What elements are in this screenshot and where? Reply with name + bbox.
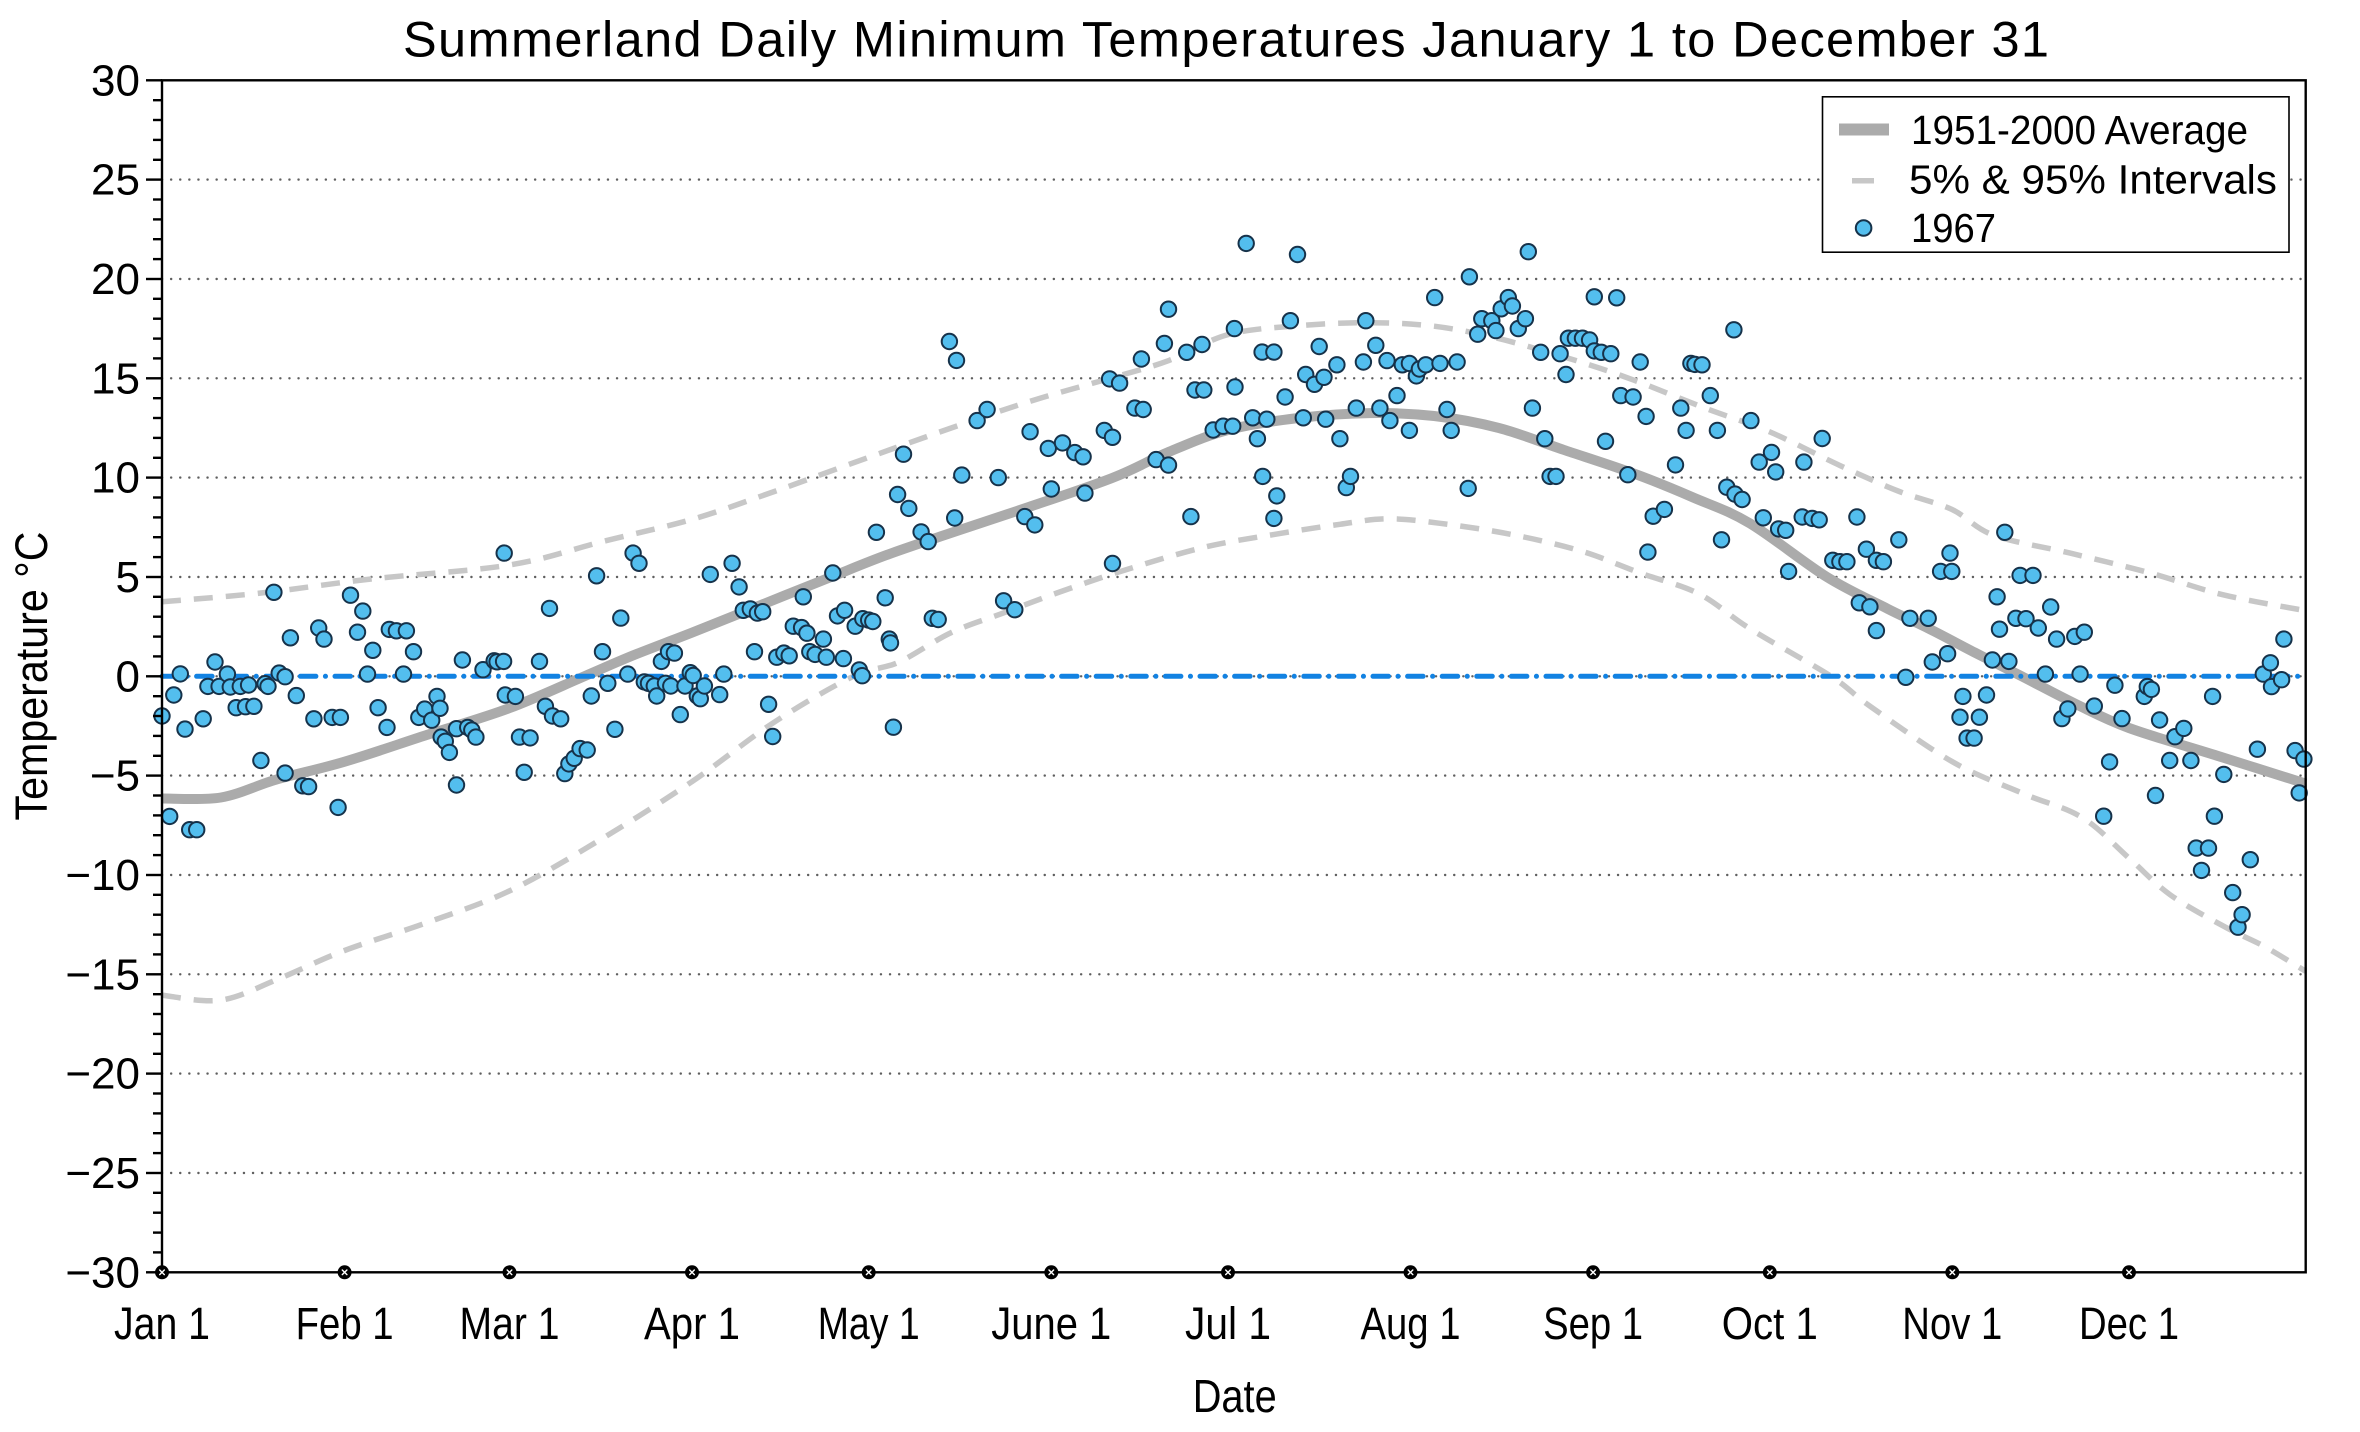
svg-text:Oct 1: Oct 1 (1722, 1298, 1818, 1349)
svg-text:Date: Date (1193, 1370, 1277, 1422)
svg-text:15: 15 (91, 354, 140, 403)
svg-text:Jul 1: Jul 1 (1185, 1298, 1271, 1349)
svg-text:30: 30 (91, 56, 140, 105)
svg-text:20: 20 (91, 255, 140, 304)
svg-text:Aug 1: Aug 1 (1361, 1298, 1461, 1349)
svg-text:10: 10 (91, 454, 140, 503)
svg-text:Temperature °C: Temperature °C (6, 532, 57, 821)
svg-text:Dec 1: Dec 1 (2079, 1298, 2179, 1349)
svg-text:−15: −15 (65, 950, 140, 999)
svg-text:May 1: May 1 (818, 1298, 920, 1349)
svg-text:25: 25 (91, 156, 140, 205)
svg-text:Mar 1: Mar 1 (460, 1298, 560, 1349)
svg-text:Summerland Daily Minimum Tempe: Summerland Daily Minimum Temperatures Ja… (403, 11, 2049, 68)
svg-text:−20: −20 (65, 1050, 140, 1099)
svg-text:0: 0 (116, 652, 140, 701)
svg-text:−10: −10 (65, 851, 140, 900)
svg-text:1967: 1967 (1911, 205, 1996, 251)
svg-text:−25: −25 (65, 1149, 140, 1198)
svg-text:Nov 1: Nov 1 (1902, 1298, 2002, 1349)
svg-text:June 1: June 1 (991, 1298, 1111, 1349)
svg-text:Sep 1: Sep 1 (1543, 1298, 1643, 1349)
svg-text:5% & 95% Intervals: 5% & 95% Intervals (1909, 157, 2277, 203)
svg-text:1951-2000 Average: 1951-2000 Average (1911, 107, 2248, 153)
svg-text:Jan 1: Jan 1 (114, 1298, 210, 1349)
svg-text:5: 5 (116, 553, 140, 602)
svg-text:−30: −30 (65, 1248, 140, 1297)
svg-text:Feb 1: Feb 1 (296, 1298, 394, 1349)
svg-text:Apr 1: Apr 1 (644, 1298, 740, 1349)
svg-text:−5: −5 (90, 752, 140, 801)
